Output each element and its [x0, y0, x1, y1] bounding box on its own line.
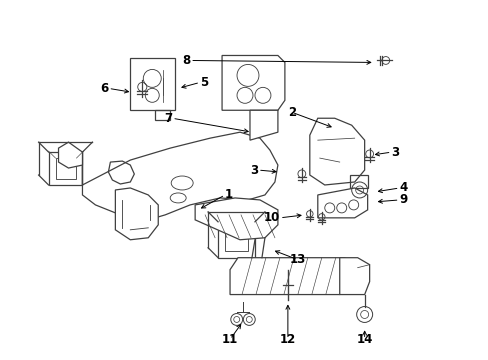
Polygon shape — [309, 118, 364, 185]
Text: 6: 6 — [100, 82, 108, 95]
Text: 7: 7 — [164, 112, 172, 125]
Polygon shape — [195, 198, 277, 240]
Polygon shape — [317, 188, 367, 218]
Text: 2: 2 — [287, 106, 295, 119]
Text: 13: 13 — [289, 253, 305, 266]
Polygon shape — [229, 258, 357, 294]
Text: 10: 10 — [263, 211, 279, 224]
Polygon shape — [249, 110, 277, 140]
Text: 11: 11 — [222, 333, 238, 346]
Polygon shape — [339, 258, 369, 294]
Text: 8: 8 — [182, 54, 190, 67]
Text: 3: 3 — [249, 163, 258, 176]
Polygon shape — [115, 188, 158, 240]
Text: 9: 9 — [399, 193, 407, 206]
Text: 4: 4 — [399, 181, 407, 194]
Text: 1: 1 — [224, 188, 233, 202]
Polygon shape — [59, 142, 82, 168]
Text: 3: 3 — [391, 145, 399, 159]
Text: 5: 5 — [200, 76, 208, 89]
Text: 14: 14 — [356, 333, 372, 346]
Text: 12: 12 — [279, 333, 295, 346]
